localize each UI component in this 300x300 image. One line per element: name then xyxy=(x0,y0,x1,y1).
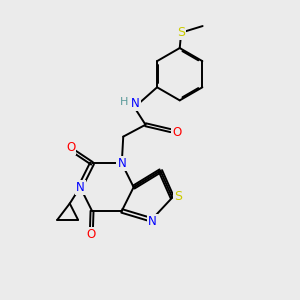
Text: O: O xyxy=(66,140,75,154)
Text: N: N xyxy=(76,181,85,194)
Text: H: H xyxy=(120,97,128,106)
Text: N: N xyxy=(117,157,126,170)
Text: O: O xyxy=(172,126,182,139)
Text: O: O xyxy=(87,228,96,241)
Text: S: S xyxy=(177,26,185,39)
Text: N: N xyxy=(148,215,157,228)
Text: N: N xyxy=(131,98,140,110)
Text: S: S xyxy=(174,190,182,202)
